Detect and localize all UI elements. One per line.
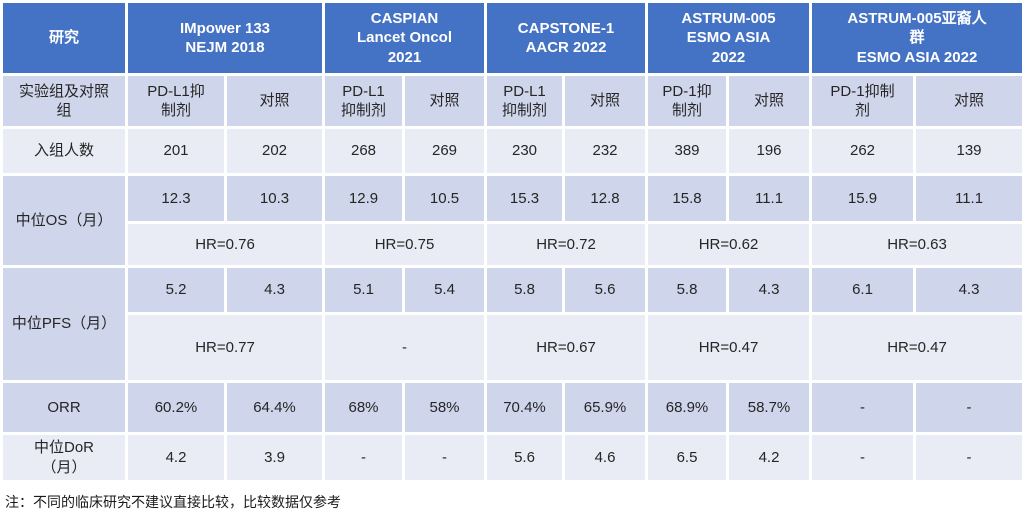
os-cell: 12.8 <box>565 176 646 221</box>
arm-cell: PD-1抑 制剂 <box>648 76 727 126</box>
arm-cell: 对照 <box>565 76 646 126</box>
enrollment-cell: 201 <box>128 129 224 173</box>
dor-cell: 4.6 <box>565 435 646 480</box>
pfs-hr-cell: HR=0.67 <box>487 315 646 380</box>
arm-cell: PD-L1 抑制剂 <box>487 76 562 126</box>
pfs-cell: 4.3 <box>227 268 322 312</box>
header-row: 研究 IMpower 133 NEJM 2018 CASPIAN Lancet … <box>3 3 1023 73</box>
pfs-cell: 5.2 <box>128 268 224 312</box>
os-hr-cell: HR=0.63 <box>812 224 1023 265</box>
clinical-trials-comparison-table: 研究 IMpower 133 NEJM 2018 CASPIAN Lancet … <box>3 3 1023 480</box>
dor-cell: 5.6 <box>487 435 562 480</box>
orr-cell: 65.9% <box>565 383 646 432</box>
orr-cell: - <box>916 383 1023 432</box>
row-label-enrollment: 入组人数 <box>3 129 125 173</box>
dor-cell: - <box>325 435 402 480</box>
orr-cell: 68% <box>325 383 402 432</box>
enrollment-cell: 262 <box>812 129 914 173</box>
os-values-row: 中位OS（月） 12.3 10.3 12.9 10.5 15.3 12.8 15… <box>3 176 1023 265</box>
pfs-hr-cell: HR=0.47 <box>812 315 1023 380</box>
enrollment-cell: 269 <box>405 129 484 173</box>
os-hr-cell: HR=0.62 <box>648 224 810 265</box>
enrollment-row: 入组人数 201 202 268 269 230 232 389 196 262… <box>3 129 1023 173</box>
os-cell: 10.3 <box>227 176 322 221</box>
study-header-capstone-1: CAPSTONE-1 AACR 2022 <box>487 3 646 73</box>
os-cell: 15.3 <box>487 176 562 221</box>
dor-cell: 3.9 <box>227 435 322 480</box>
pfs-hr-cell: - <box>325 315 484 380</box>
orr-cell: 70.4% <box>487 383 562 432</box>
enrollment-cell: 196 <box>729 129 810 173</box>
pfs-cell: 6.1 <box>812 268 914 312</box>
orr-cell: 64.4% <box>227 383 322 432</box>
arm-cell: PD-L1抑 制剂 <box>128 76 224 126</box>
os-cell: 11.1 <box>729 176 810 221</box>
orr-cell: 68.9% <box>648 383 727 432</box>
os-cell: 10.5 <box>405 176 484 221</box>
row-label-os: 中位OS（月） <box>3 176 125 265</box>
dor-cell: 4.2 <box>729 435 810 480</box>
orr-cell: - <box>812 383 914 432</box>
dor-cell: - <box>405 435 484 480</box>
arm-cell: 对照 <box>227 76 322 126</box>
os-cell: 12.9 <box>325 176 402 221</box>
pfs-cell: 5.8 <box>648 268 727 312</box>
row-label-dor: 中位DoR （月） <box>3 435 125 480</box>
os-hr-cell: HR=0.72 <box>487 224 646 265</box>
arm-cell: 对照 <box>405 76 484 126</box>
orr-cell: 58% <box>405 383 484 432</box>
pfs-hr-cell: HR=0.47 <box>648 315 810 380</box>
arm-cell: PD-L1 抑制剂 <box>325 76 402 126</box>
pfs-hr-cell: HR=0.77 <box>128 315 322 380</box>
arm-cell: PD-1抑制 剂 <box>812 76 914 126</box>
pfs-hr-row: HR=0.77 - HR=0.67 HR=0.47 HR=0.47 <box>3 315 1023 380</box>
os-hr-row: HR=0.76 HR=0.75 HR=0.72 HR=0.62 HR=0.63 <box>3 224 1023 265</box>
arm-cell: 对照 <box>916 76 1023 126</box>
orr-cell: 60.2% <box>128 383 224 432</box>
pfs-cell: 4.3 <box>916 268 1023 312</box>
pfs-cell: 5.6 <box>565 268 646 312</box>
enrollment-cell: 230 <box>487 129 562 173</box>
pfs-cell: 5.4 <box>405 268 484 312</box>
os-cell: 12.3 <box>128 176 224 221</box>
os-cell: 15.8 <box>648 176 727 221</box>
arms-row: 实验组及对照 组 PD-L1抑 制剂 对照 PD-L1 抑制剂 对照 PD-L1… <box>3 76 1023 126</box>
study-header-impower-133: IMpower 133 NEJM 2018 <box>128 3 322 73</box>
dor-row: 中位DoR （月） 4.2 3.9 - - 5.6 4.6 6.5 4.2 - … <box>3 435 1023 480</box>
pfs-values-row: 中位PFS（月） 5.2 4.3 5.1 5.4 5.8 5.6 5.8 4.3… <box>3 268 1023 380</box>
study-header-astrum-005-asian: ASTRUM-005亚裔人 群 ESMO ASIA 2022 <box>812 3 1023 73</box>
arm-cell: 对照 <box>729 76 810 126</box>
enrollment-cell: 389 <box>648 129 727 173</box>
pfs-cell: 5.8 <box>487 268 562 312</box>
dor-cell: - <box>916 435 1023 480</box>
os-hr-cell: HR=0.75 <box>325 224 484 265</box>
os-cell: 15.9 <box>812 176 914 221</box>
dor-cell: - <box>812 435 914 480</box>
os-hr-cell: HR=0.76 <box>128 224 322 265</box>
row-label-arms: 实验组及对照 组 <box>3 76 125 126</box>
dor-cell: 6.5 <box>648 435 727 480</box>
corner-header: 研究 <box>3 3 125 73</box>
enrollment-cell: 202 <box>227 129 322 173</box>
pfs-cell: 5.1 <box>325 268 402 312</box>
enrollment-cell: 268 <box>325 129 402 173</box>
os-cell: 11.1 <box>916 176 1023 221</box>
orr-cell: 58.7% <box>729 383 810 432</box>
dor-cell: 4.2 <box>128 435 224 480</box>
footnote: 注：不同的临床研究不建议直接比较，比较数据仅参考 <box>5 494 341 510</box>
enrollment-cell: 232 <box>565 129 646 173</box>
row-label-orr: ORR <box>3 383 125 432</box>
enrollment-cell: 139 <box>916 129 1023 173</box>
study-header-caspian: CASPIAN Lancet Oncol 2021 <box>325 3 484 73</box>
study-header-astrum-005: ASTRUM-005 ESMO ASIA 2022 <box>648 3 810 73</box>
pfs-cell: 4.3 <box>729 268 810 312</box>
orr-row: ORR 60.2% 64.4% 68% 58% 70.4% 65.9% 68.9… <box>3 383 1023 432</box>
row-label-pfs: 中位PFS（月） <box>3 268 125 380</box>
